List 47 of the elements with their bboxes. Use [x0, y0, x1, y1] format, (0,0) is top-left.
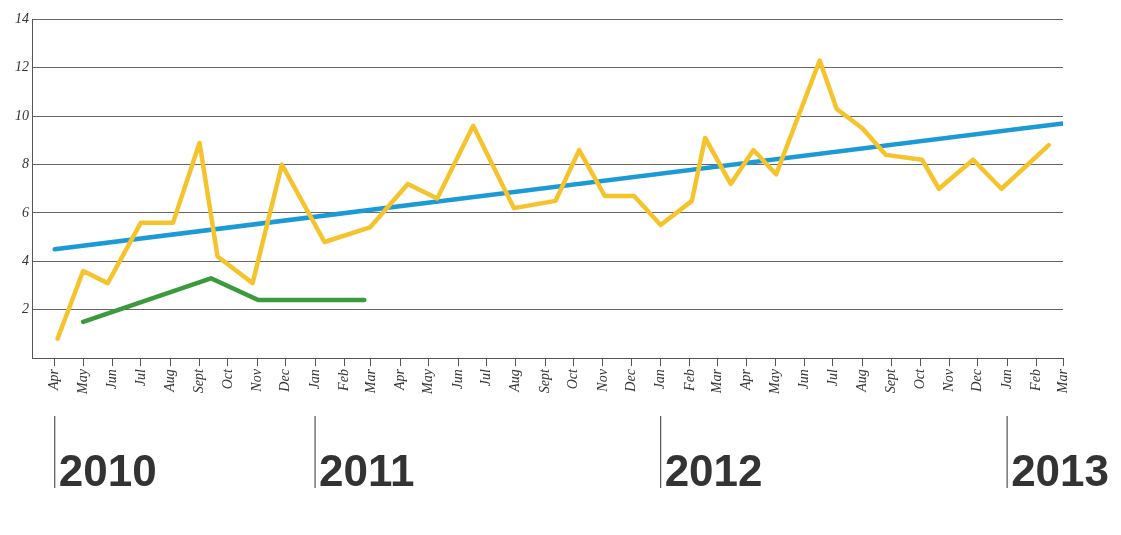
y-tick-label: 8 [22, 156, 29, 172]
x-tick-label: Dec [969, 368, 985, 393]
x-tick-label: Mar [1054, 368, 1070, 395]
x-tick-label: Jan [998, 369, 1014, 390]
text: 2010 [58, 446, 157, 496]
y-tick-label: 4 [22, 253, 29, 269]
x-tick-label: Jan [306, 369, 322, 390]
x-tick-label: Aug [507, 369, 523, 393]
x-tick-label: Jun [449, 369, 465, 390]
x-tick-label: Jun [104, 369, 120, 390]
text: 2011 [319, 446, 415, 496]
y-tick-label: 12 [15, 59, 29, 75]
x-tick-label: Jul [478, 369, 494, 387]
x-tick-label: Oct [565, 368, 581, 390]
text: 2012 [664, 446, 763, 496]
x-tick-label: Apr [391, 368, 407, 392]
y-tick-label: 6 [22, 204, 29, 220]
x-tick-label: Feb [681, 369, 697, 392]
x-tick-label: Dec [622, 368, 638, 393]
x-tick-label: Jun [796, 369, 812, 390]
y-tick-label: 14 [15, 11, 29, 27]
x-tick-label: Apr [46, 368, 62, 392]
y-tick-label: 10 [15, 107, 29, 123]
text: 2013 [1011, 446, 1110, 496]
x-tick-label: Jul [132, 369, 148, 387]
x-tick-label: Sept [191, 368, 207, 394]
x-tick-label: Dec [277, 368, 293, 393]
x-tick-label: Nov [941, 368, 957, 393]
x-tick-label: Nov [594, 368, 610, 393]
x-tick-label: Oct [911, 368, 927, 390]
x-tick-label: Aug [853, 369, 869, 393]
x-tick-label: Aug [161, 369, 177, 393]
x-tick-label: Jul [824, 369, 840, 387]
x-tick-label: Oct [219, 368, 235, 390]
x-tick-label: Apr [738, 368, 754, 392]
x-tick-label: May [766, 368, 782, 396]
x-tick-label: Nov [249, 368, 265, 393]
x-tick-label: Jan [652, 369, 668, 390]
y-tick-label: 2 [22, 301, 29, 317]
x-tick-label: Feb [336, 369, 352, 392]
x-tick-label: Sept [883, 368, 899, 394]
x-tick-label: May [420, 368, 436, 396]
x-tick-label: Mar [709, 368, 725, 395]
x-tick-label: Feb [1028, 369, 1044, 392]
x-tick-label: Mar [362, 368, 378, 395]
x-tick-label: Sept [536, 368, 552, 394]
x-tick-label: May [74, 368, 90, 396]
